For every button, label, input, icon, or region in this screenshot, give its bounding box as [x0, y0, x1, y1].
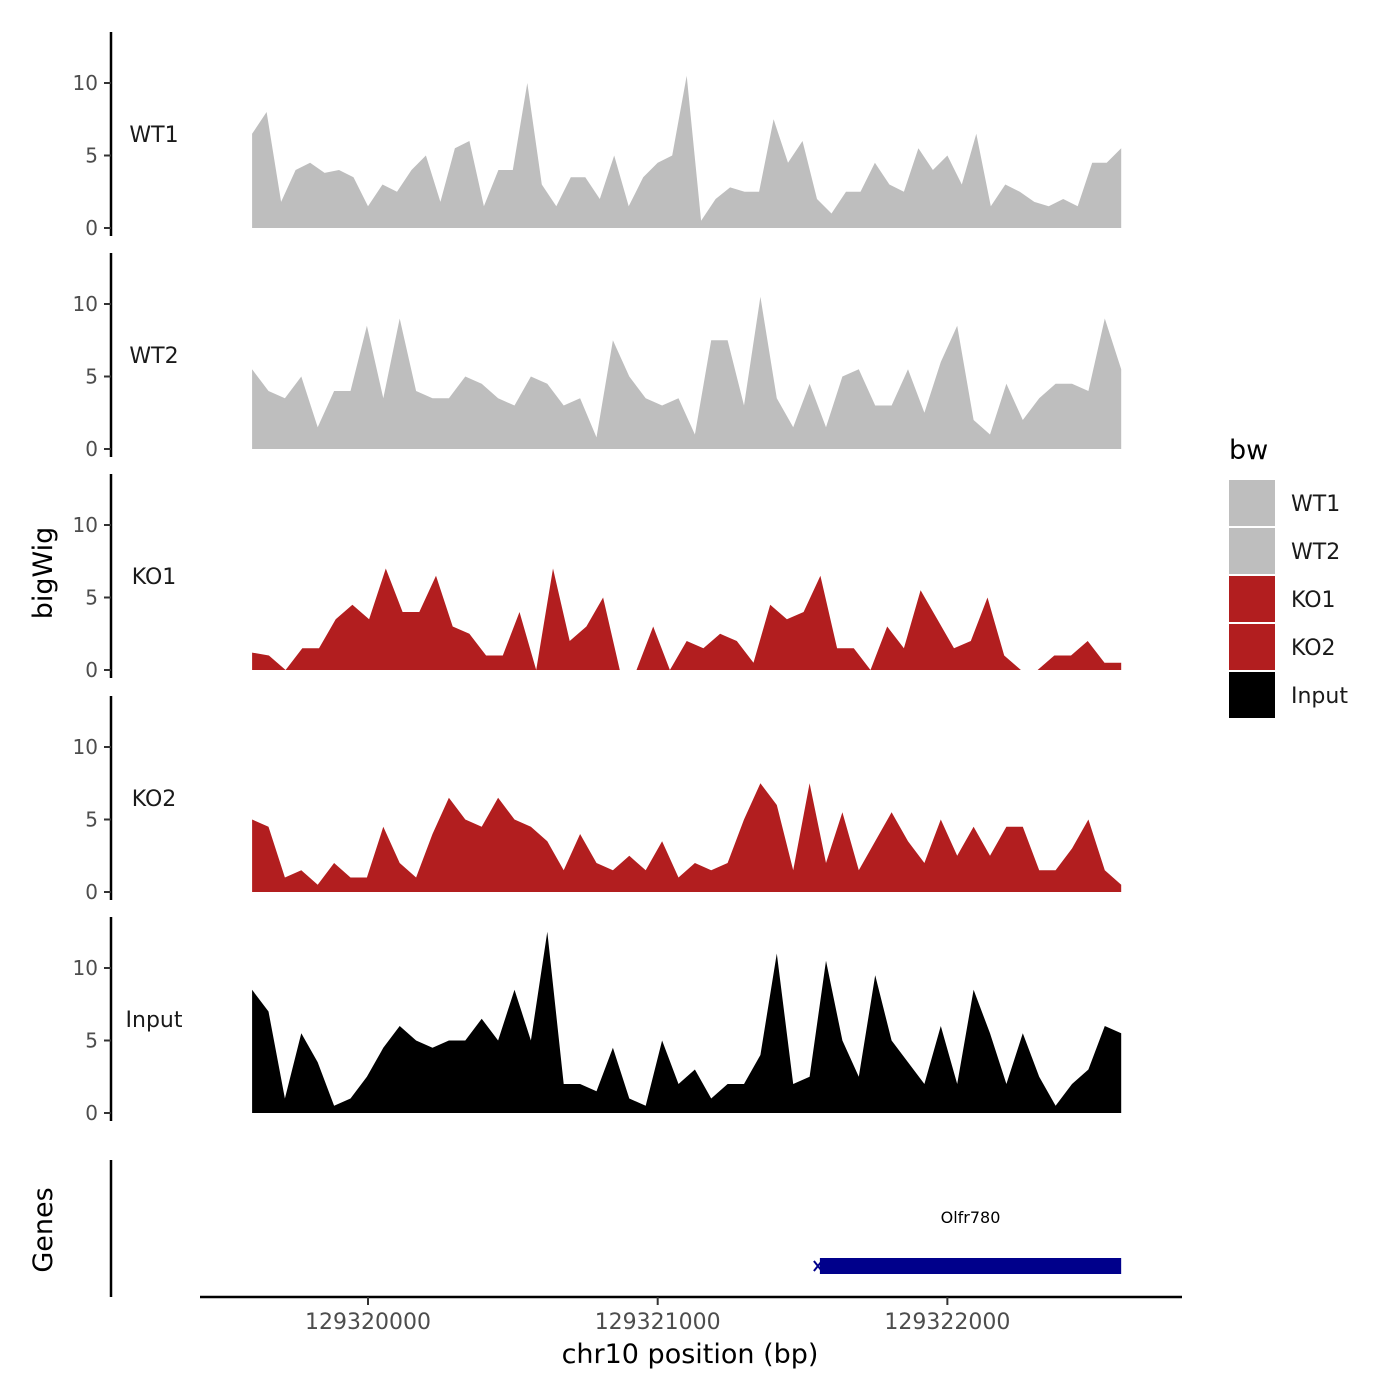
track-label-wt2: WT2 [129, 344, 178, 369]
y-tick-label: 10 [73, 513, 98, 537]
track-wt1: 0 5 10 WT1 [73, 32, 1122, 240]
legend-title: bw [1229, 435, 1268, 466]
y-tick-label: 5 [85, 1029, 98, 1053]
genes-axis-title: Genes [28, 1187, 59, 1272]
y-axis-title: bigWig [28, 527, 59, 620]
gene-label-olfr780: Olfr780 [941, 1208, 1001, 1227]
signal-area-input [252, 931, 1122, 1113]
y-tick-label: 5 [85, 586, 98, 610]
legend-label-ko1: KO1 [1291, 588, 1336, 613]
signal-tracks: 0 5 10 WT1 0 5 10 WT2 0 5 10 KO1 0 5 10 KO2 0 5 10 Input [73, 32, 1122, 1125]
signal-area-ko2 [252, 783, 1122, 892]
track-label-ko1: KO1 [132, 565, 177, 590]
legend-swatch-ko1 [1229, 576, 1275, 622]
genes-panel: Olfr780 [109, 1160, 1122, 1297]
track-ko2: 0 5 10 KO2 [73, 696, 1122, 904]
y-tick-label: 5 [85, 365, 98, 389]
gene-body-olfr780 [819, 1258, 1122, 1274]
y-tick-label: 5 [85, 808, 98, 832]
track-label-ko2: KO2 [132, 787, 177, 812]
legend-swatch-wt2 [1229, 528, 1275, 574]
track-wt2: 0 5 10 WT2 [73, 253, 1122, 461]
legend-swatch-wt1 [1229, 480, 1275, 526]
x-tick-label: 129321000 [595, 1310, 721, 1335]
track-label-wt1: WT1 [129, 123, 178, 148]
y-tick-label: 10 [73, 71, 98, 95]
y-tick-label: 0 [85, 1101, 98, 1125]
track-ko1: 0 5 10 KO1 [73, 474, 1122, 682]
y-tick-label: 0 [85, 437, 98, 461]
legend-swatch-ko2 [1229, 624, 1275, 670]
legend-label-input: Input [1291, 684, 1348, 709]
y-tick-label: 10 [73, 292, 98, 316]
signal-area-wt1 [252, 75, 1122, 228]
y-tick-label: 0 [85, 880, 98, 904]
x-tick-label: 129320000 [305, 1310, 431, 1335]
legend-swatch-input [1229, 672, 1275, 718]
track-input: 0 5 10 Input [73, 917, 1122, 1125]
x-tick-label: 129322000 [884, 1310, 1010, 1335]
legend: bw WT1 WT2 KO1 KO2 Input [1229, 435, 1348, 718]
gene-strand-marker [813, 1260, 823, 1272]
signal-area-wt2 [252, 296, 1122, 449]
y-tick-label: 10 [73, 956, 98, 980]
y-tick-label: 0 [85, 216, 98, 240]
y-tick-label: 5 [85, 144, 98, 168]
signal-area-ko1 [252, 568, 1122, 670]
x-axis: 129320000 129321000 129322000 [200, 1295, 1182, 1335]
x-axis-title: chr10 position (bp) [562, 1339, 819, 1370]
y-tick-label: 0 [85, 658, 98, 682]
legend-label-wt1: WT1 [1291, 492, 1340, 517]
y-tick-label: 10 [73, 735, 98, 759]
legend-label-wt2: WT2 [1291, 540, 1340, 565]
track-label-input: Input [126, 1008, 183, 1033]
legend-label-ko2: KO2 [1291, 636, 1336, 661]
